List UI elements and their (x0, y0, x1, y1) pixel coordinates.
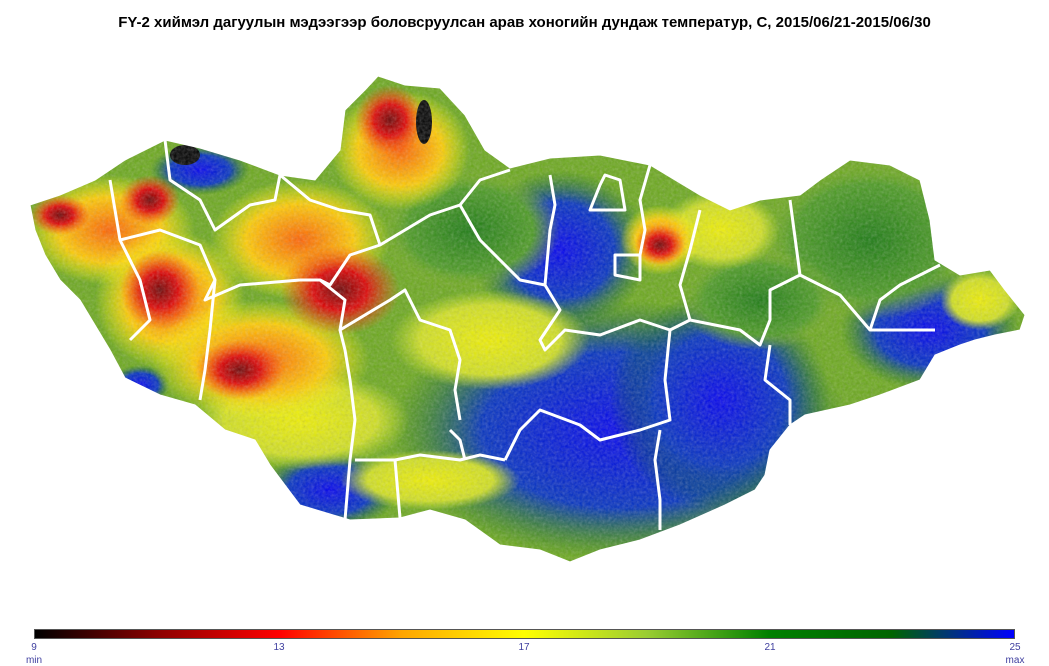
colorbar-tick-25: 25 (1009, 642, 1021, 653)
colorbar-tick-17: 17 (518, 642, 530, 653)
colorbar-min-label: min (25, 655, 43, 666)
aimag-borders (108, 139, 941, 530)
map-title: FY-2 хиймэл дагуулын мэдээгээр боловсруу… (118, 14, 931, 31)
temperature-raster (30, 76, 1025, 562)
colorbar-tick-9: 9 (31, 642, 37, 653)
colorbar-tick-13: 13 (273, 642, 285, 653)
colorbar (34, 629, 1015, 639)
colorbar-tick-21: 21 (764, 642, 776, 653)
colorbar-max-label: max (1005, 655, 1025, 666)
country-outline (29, 75, 1026, 563)
